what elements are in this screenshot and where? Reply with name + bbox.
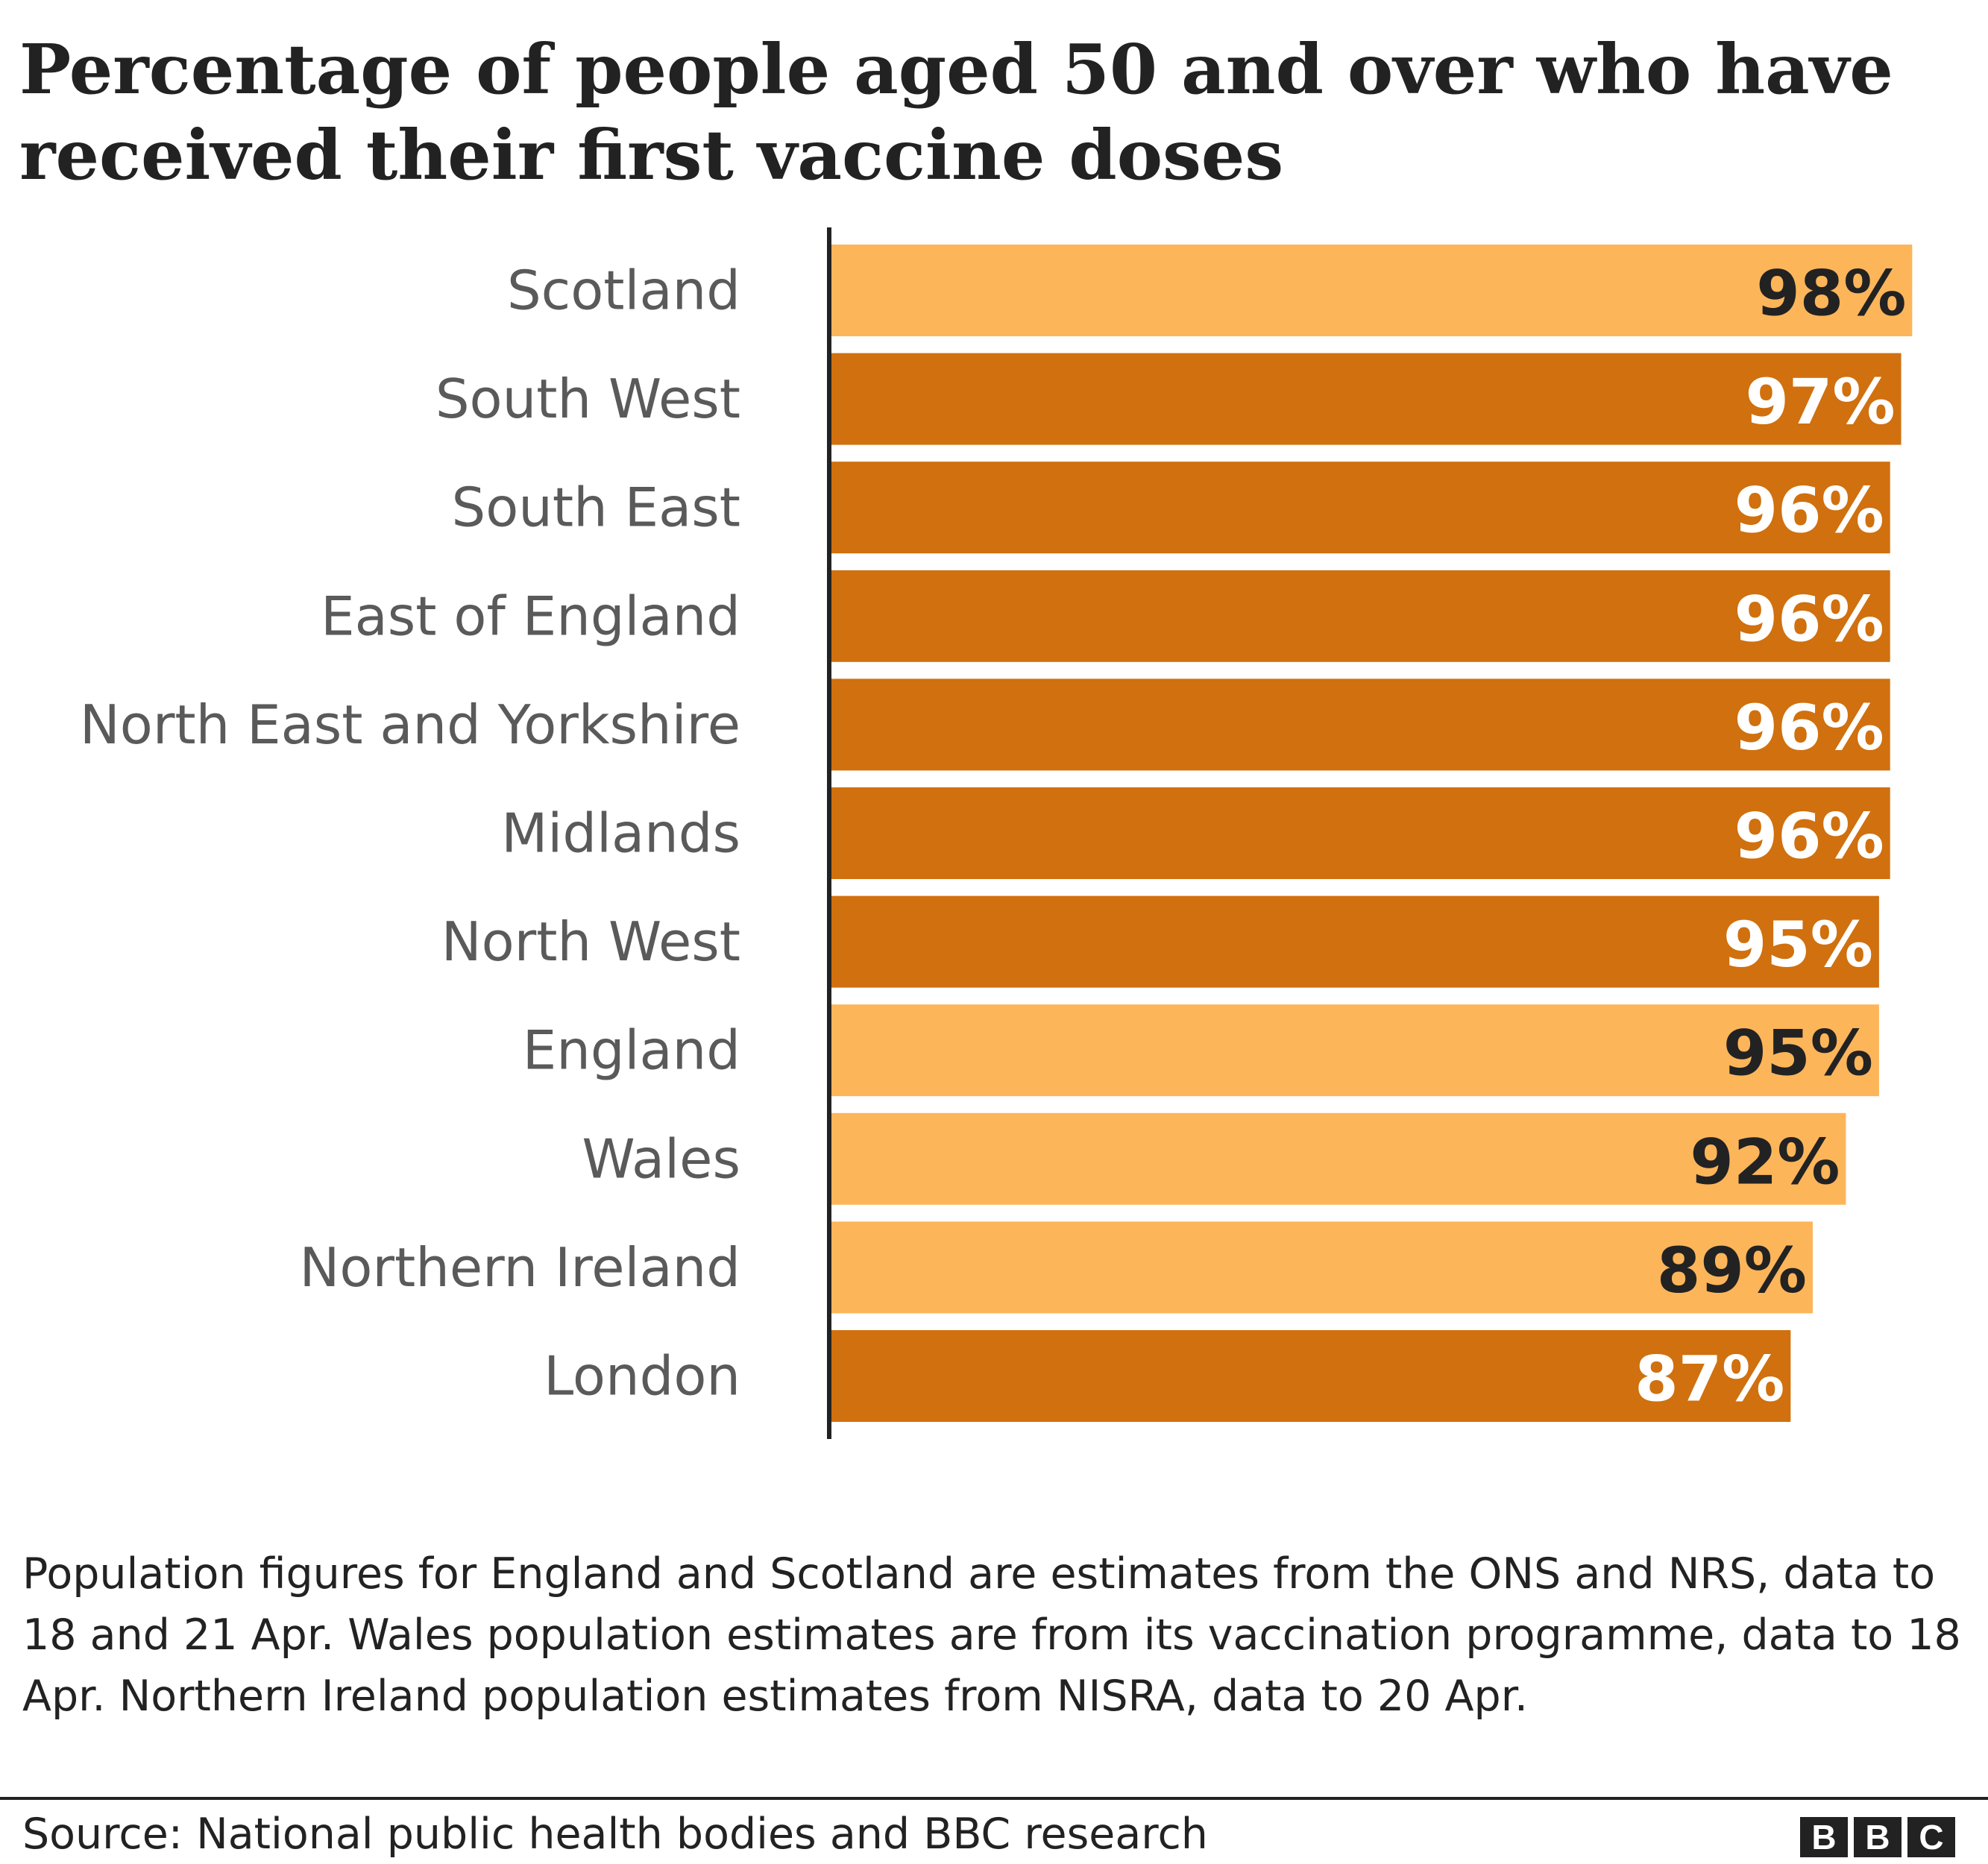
- category-label: East of England: [321, 585, 740, 647]
- value-label: 96%: [1734, 474, 1884, 547]
- bars-group: Scotland 98% South West 97% South East 96% Eas…: [80, 245, 1913, 1422]
- value-label: 89%: [1657, 1234, 1807, 1307]
- logo-letter: C: [1907, 1817, 1955, 1857]
- logo-letter: B: [1800, 1817, 1848, 1857]
- value-label: 96%: [1734, 800, 1884, 873]
- bar: [829, 462, 1890, 554]
- category-label: London: [544, 1345, 740, 1408]
- category-label: South West: [435, 368, 740, 430]
- category-label: North West: [441, 910, 740, 973]
- value-label: 96%: [1734, 582, 1884, 655]
- category-label: South East: [452, 476, 741, 539]
- bar: [829, 1330, 1791, 1422]
- footer-divider: [0, 1797, 1988, 1800]
- logo-letter: B: [1854, 1817, 1902, 1857]
- value-label: 97%: [1745, 365, 1895, 438]
- category-label: Scotland: [507, 259, 740, 322]
- value-label: 92%: [1690, 1125, 1840, 1198]
- bbc-logo: B B C: [1800, 1817, 1955, 1857]
- bar: [829, 353, 1902, 445]
- value-label: 87%: [1635, 1343, 1784, 1416]
- category-label: Wales: [582, 1127, 740, 1190]
- category-label: Midlands: [501, 802, 740, 865]
- category-label: North East and Yorkshire: [80, 693, 740, 756]
- bar: [829, 678, 1890, 771]
- bar: [829, 1004, 1879, 1097]
- bar: [829, 245, 1913, 336]
- category-label: Northern Ireland: [299, 1236, 740, 1299]
- bar: [829, 1221, 1813, 1314]
- category-label: England: [523, 1019, 740, 1082]
- value-label: 96%: [1734, 691, 1884, 764]
- bar: [829, 1112, 1846, 1205]
- value-label: 95%: [1723, 1017, 1873, 1090]
- footnote: Population figures for England and Scotl…: [22, 1549, 1961, 1721]
- bar: [829, 787, 1890, 879]
- bar: [829, 570, 1890, 662]
- value-label: 95%: [1723, 908, 1873, 981]
- value-label: 98%: [1756, 257, 1906, 330]
- chart-title: Percentage of people aged 50 and over wh…: [19, 29, 1893, 195]
- bar: [829, 895, 1879, 988]
- source-note: Source: National public health bodies an…: [22, 1810, 1208, 1859]
